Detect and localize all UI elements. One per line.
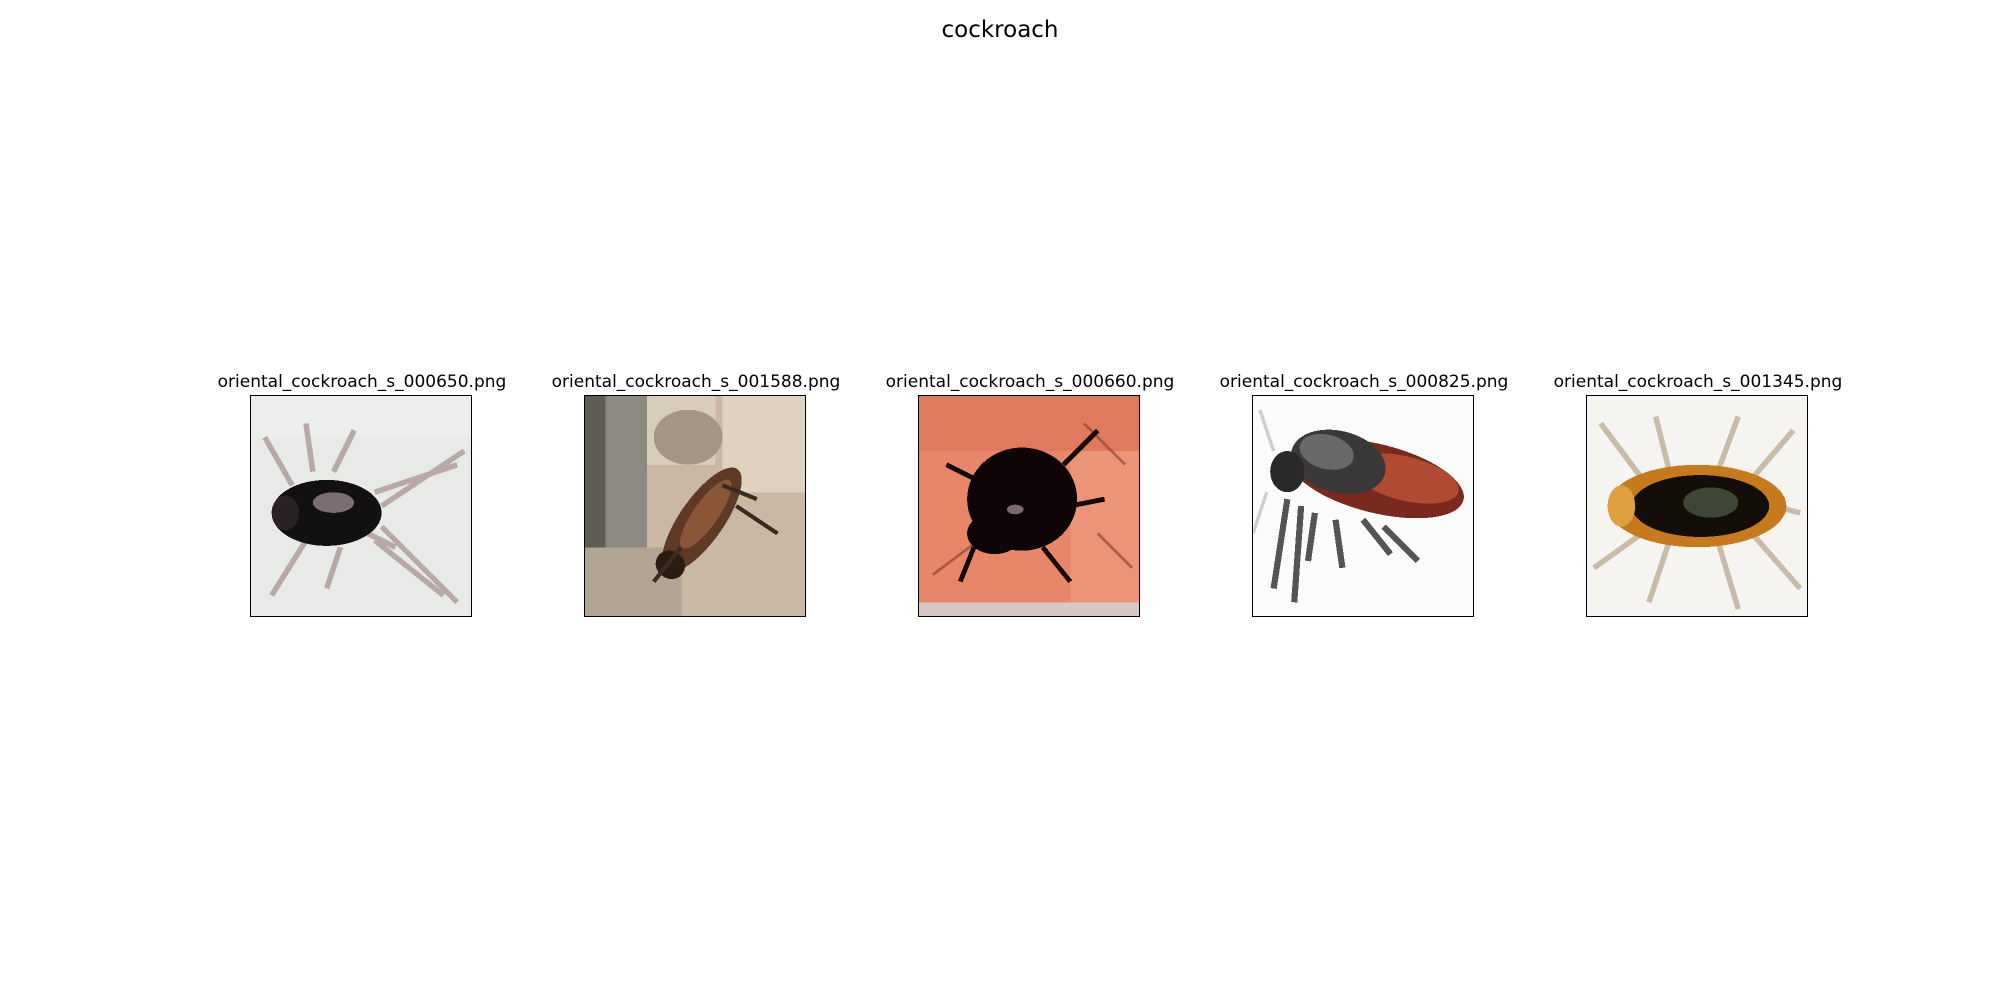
cockroach-photo [918, 395, 1140, 617]
image-panel: oriental_cockroach_s_000825.png [1214, 370, 1514, 630]
cockroach-photo [250, 395, 472, 617]
cockroach-photo [1586, 395, 1808, 617]
image-panel: oriental_cockroach_s_001345.png [1548, 370, 1848, 630]
image-filename: oriental_cockroach_s_000825.png [1219, 372, 1509, 392]
image-panel: oriental_cockroach_s_000650.png [212, 370, 512, 630]
image-filename: oriental_cockroach_s_000660.png [885, 372, 1175, 392]
cockroach-photo [584, 395, 806, 617]
cockroach-photo [1252, 395, 1474, 617]
image-panel: oriental_cockroach_s_001588.png [546, 370, 846, 630]
figure-title: cockroach [941, 17, 1059, 43]
image-filename: oriental_cockroach_s_001588.png [551, 372, 841, 392]
image-filename: oriental_cockroach_s_000650.png [217, 372, 507, 392]
image-panel: oriental_cockroach_s_000660.png [880, 370, 1180, 630]
image-filename: oriental_cockroach_s_001345.png [1553, 372, 1843, 392]
